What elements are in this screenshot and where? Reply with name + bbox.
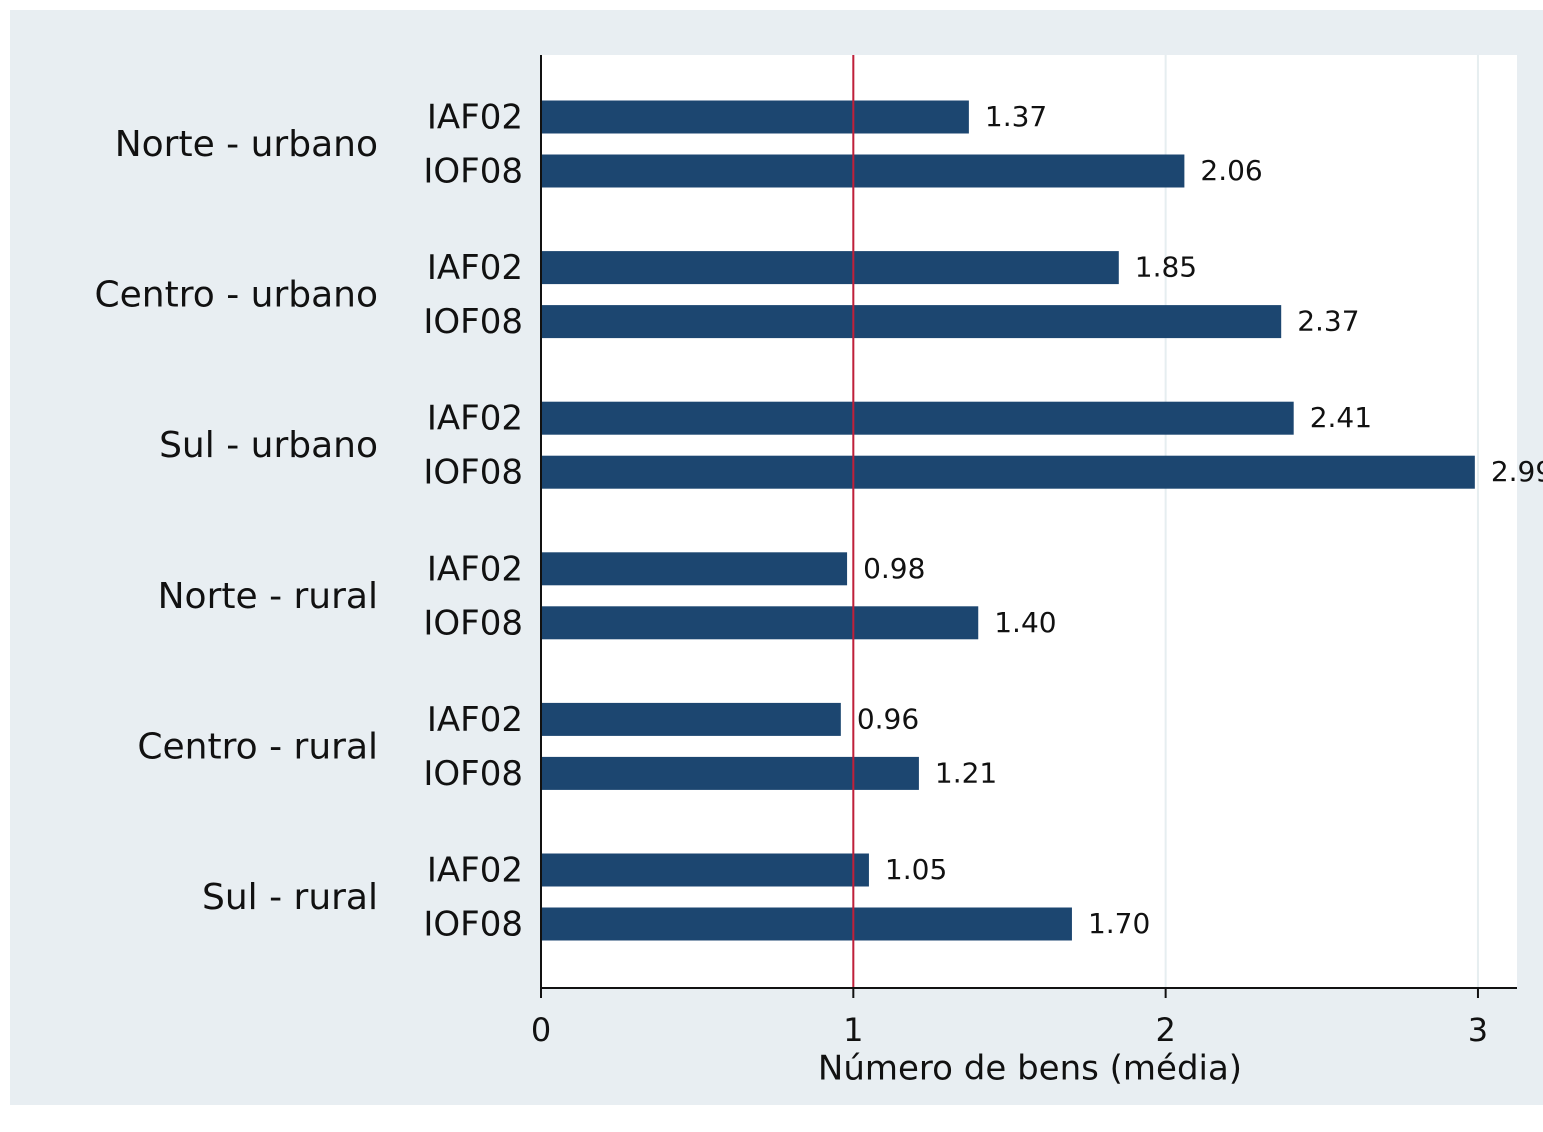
value-label: 1.05 xyxy=(885,853,947,886)
bar xyxy=(541,853,869,887)
group-label: Sul - urbano xyxy=(159,425,378,466)
y-tick-label: IOF08 xyxy=(423,905,523,945)
bar xyxy=(541,100,969,134)
bar xyxy=(541,756,919,790)
y-tick-label: IAF02 xyxy=(427,399,523,439)
bar xyxy=(541,305,1282,339)
group-label: Centro - rural xyxy=(137,726,378,767)
value-label: 0.98 xyxy=(863,552,925,585)
value-label: 2.37 xyxy=(1297,305,1359,338)
x-tick-label: 3 xyxy=(1468,1011,1488,1049)
y-tick-label: IAF02 xyxy=(427,700,523,740)
bar xyxy=(541,401,1294,435)
y-tick-label: IOF08 xyxy=(423,754,523,794)
x-tick-label: 2 xyxy=(1155,1011,1175,1049)
x-tick-label: 1 xyxy=(843,1011,863,1049)
value-label: 1.70 xyxy=(1088,907,1150,940)
value-label: 1.37 xyxy=(985,100,1047,133)
bar xyxy=(541,907,1072,941)
bar xyxy=(541,702,841,736)
y-tick-label: IAF02 xyxy=(427,248,523,288)
value-label: 2.99 xyxy=(1491,455,1543,488)
value-label: 0.96 xyxy=(857,702,919,735)
y-tick-label: IAF02 xyxy=(427,851,523,891)
bar xyxy=(541,455,1475,489)
value-label: 2.06 xyxy=(1200,154,1262,187)
bar xyxy=(541,154,1185,188)
value-label: 1.21 xyxy=(935,756,997,789)
y-tick-label: IOF08 xyxy=(423,603,523,643)
bar xyxy=(541,552,848,586)
value-label: 1.40 xyxy=(994,606,1056,639)
value-label: 2.41 xyxy=(1310,401,1372,434)
y-tick-label: IOF08 xyxy=(423,152,523,192)
plot-area xyxy=(541,55,1517,988)
y-tick-label: IAF02 xyxy=(427,98,523,138)
group-label: Norte - urbano xyxy=(115,124,378,165)
group-label: Centro - urbano xyxy=(95,275,379,316)
x-axis-title: Número de bens (média) xyxy=(818,1049,1242,1089)
y-tick-label: IOF08 xyxy=(423,302,523,342)
bar xyxy=(541,251,1119,285)
value-label: 1.85 xyxy=(1135,251,1197,284)
y-tick-label: IOF08 xyxy=(423,453,523,493)
y-tick-label: IAF02 xyxy=(427,549,523,589)
group-label: Norte - rural xyxy=(158,576,378,617)
x-tick-label: 0 xyxy=(531,1011,551,1049)
bar xyxy=(541,606,979,640)
group-label: Sul - rural xyxy=(202,877,378,918)
